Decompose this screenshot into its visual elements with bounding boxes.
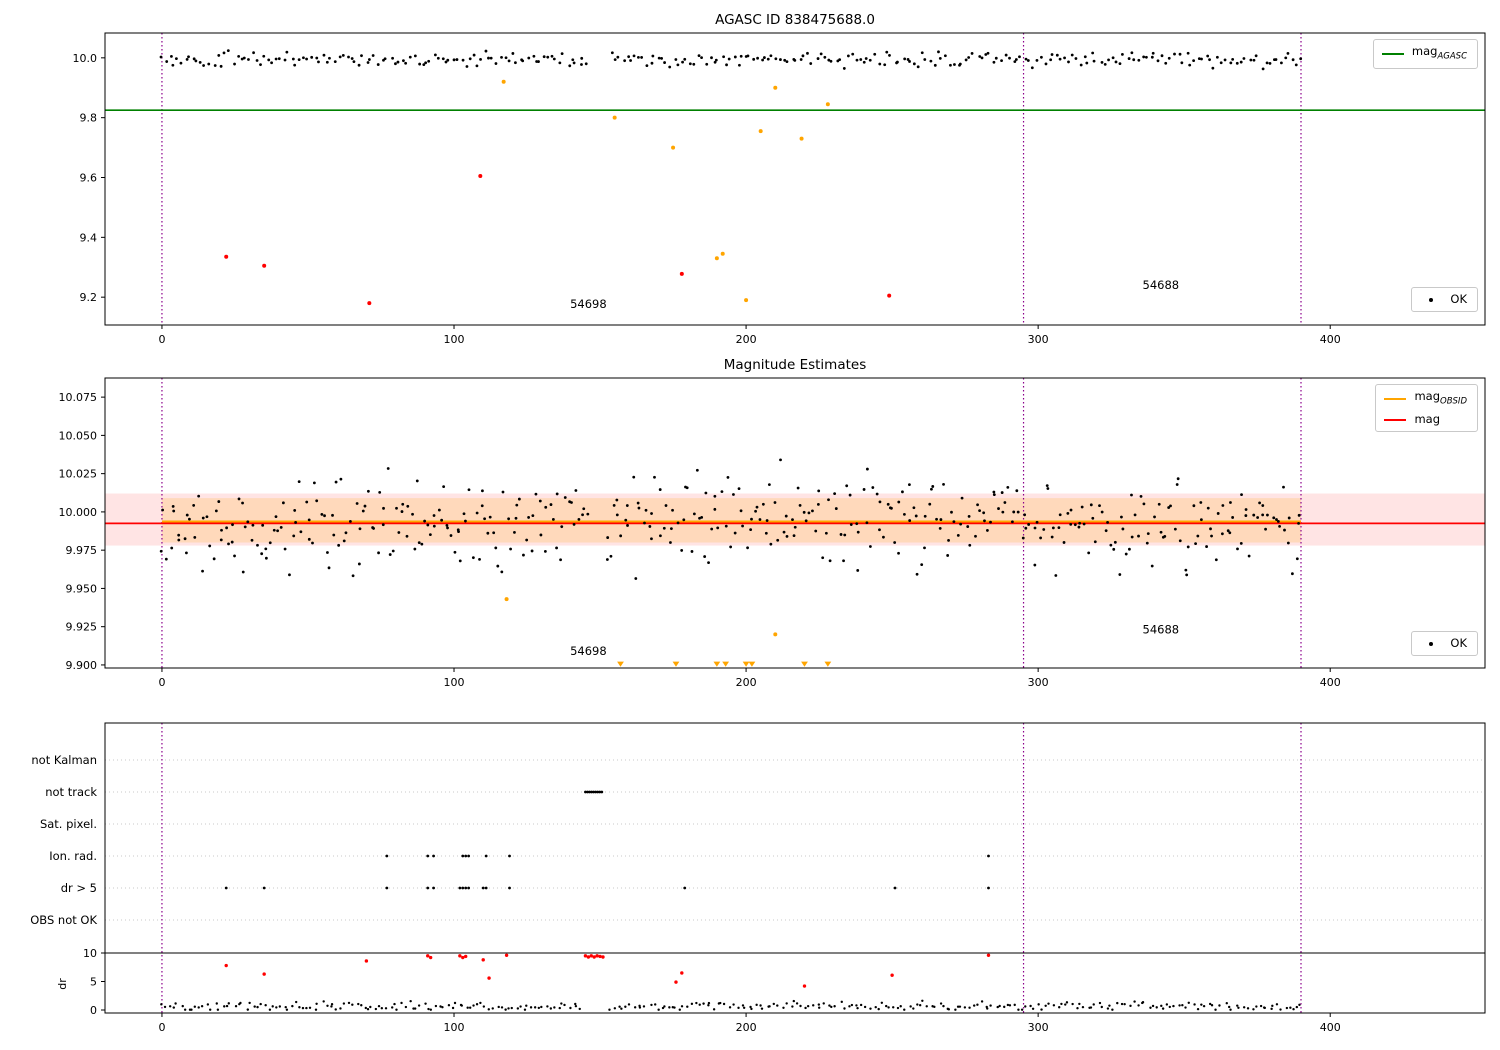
svg-text:54698: 54698	[570, 644, 607, 658]
top-ok-series	[159, 49, 1303, 71]
svg-text:9.975: 9.975	[66, 544, 98, 557]
flag-series	[224, 790, 990, 890]
legend-label-mag: mag	[1414, 412, 1441, 427]
legend-entry-mag: mag	[1384, 413, 1467, 426]
svg-text:dr: dr	[56, 978, 69, 990]
svg-text:10.0: 10.0	[73, 52, 98, 65]
top-plot	[161, 33, 1302, 325]
legend-label-mag-agasc: magAGASC	[1411, 44, 1467, 62]
svg-text:10.025: 10.025	[59, 468, 98, 481]
legend-ok-top: OK	[1411, 287, 1478, 312]
middle-annotations: 54698 54688	[570, 623, 1179, 658]
svg-text:9.900: 9.900	[66, 659, 98, 672]
top-annotations: 54698 54688	[570, 278, 1179, 311]
dr-bad-series	[224, 953, 991, 988]
magnitude-bands	[105, 493, 1485, 546]
clip-triangles	[617, 661, 832, 667]
svg-text:100: 100	[444, 1021, 465, 1034]
svg-text:10.075: 10.075	[59, 391, 98, 404]
flag-gridlines	[105, 759, 1485, 921]
svg-text:100: 100	[444, 333, 465, 346]
orange-line-sample	[1384, 397, 1407, 401]
svg-text:Sat. pixel.: Sat. pixel.	[40, 817, 97, 831]
legend-mag-agasc: magAGASC	[1372, 39, 1478, 70]
svg-text:300: 300	[1028, 333, 1049, 346]
legend-magnitude-estimates: magOBSID mag	[1375, 384, 1478, 433]
svg-text:not track: not track	[45, 785, 97, 799]
svg-text:54688: 54688	[1143, 623, 1180, 637]
svg-text:Ion. rad.: Ion. rad.	[49, 849, 97, 863]
svg-text:100: 100	[444, 676, 465, 689]
svg-text:300: 300	[1028, 676, 1049, 689]
svg-text:10.000: 10.000	[59, 506, 98, 519]
svg-text:300: 300	[1028, 1021, 1049, 1034]
svg-text:9.4: 9.4	[80, 231, 98, 244]
svg-text:0: 0	[158, 676, 165, 689]
bottom-axes: 10 5 0 dr 0 100 200 300 400	[56, 722, 1486, 1034]
ok-dot-sample	[1420, 637, 1442, 650]
svg-text:0: 0	[90, 1004, 97, 1017]
svg-text:9.6: 9.6	[80, 172, 98, 185]
green-line-sample	[1381, 52, 1404, 56]
svg-text:9.925: 9.925	[66, 621, 98, 634]
svg-text:not Kalman: not Kalman	[31, 753, 97, 767]
svg-text:9.8: 9.8	[80, 112, 98, 125]
svg-text:54688: 54688	[1143, 278, 1180, 292]
top-warn-series	[501, 79, 830, 303]
legend-entry-ok: OK	[1420, 637, 1467, 650]
svg-text:400: 400	[1320, 1021, 1341, 1034]
bottom-plot	[161, 723, 1302, 1013]
legend-entry-mag-agasc: magAGASC	[1381, 44, 1467, 63]
svg-text:9.950: 9.950	[66, 582, 98, 595]
red-line-sample	[1384, 418, 1407, 422]
legend-ok-middle: OK	[1411, 631, 1478, 656]
top-bad-series	[224, 174, 892, 306]
svg-text:5: 5	[90, 976, 97, 989]
middle-axes: 0 100 200 300 400 10.075 10.050 10.025 10.000 9.9…	[59, 377, 1486, 689]
flag-labels: not Kalman not track Sat. pixel. Ion. rad. d…	[30, 753, 97, 927]
svg-text:OBS not OK: OBS not OK	[30, 913, 97, 927]
svg-text:200: 200	[736, 676, 757, 689]
svg-text:9.2: 9.2	[80, 291, 98, 304]
middle-plot-title: Magnitude Estimates	[723, 357, 867, 373]
middle-ok-series	[159, 458, 1301, 580]
top-plot-title: AGASC ID 838475688.0	[715, 12, 875, 28]
svg-text:400: 400	[1320, 333, 1341, 346]
legend-entry-ok: OK	[1420, 293, 1467, 306]
svg-text:10: 10	[83, 947, 97, 960]
svg-text:400: 400	[1320, 676, 1341, 689]
svg-text:0: 0	[158, 333, 165, 346]
svg-text:200: 200	[736, 333, 757, 346]
legend-label-mag-obsid: magOBSID	[1414, 389, 1467, 407]
legend-label-ok: OK	[1450, 292, 1467, 306]
svg-text:10.050: 10.050	[59, 429, 98, 442]
legend-entry-mag-obsid: magOBSID	[1384, 390, 1467, 408]
svg-text:dr > 5: dr > 5	[61, 881, 97, 895]
top-axes: 0 100 200 300 400 10.0 9.8 9.6 9.4 9.2	[73, 32, 1486, 346]
svg-text:200: 200	[736, 1021, 757, 1034]
legend-label-ok: OK	[1450, 636, 1467, 650]
middle-warn-series	[504, 597, 778, 637]
ok-dot-sample	[1420, 293, 1442, 306]
dr-ok-series	[160, 999, 1301, 1011]
svg-text:54698: 54698	[570, 297, 607, 311]
svg-text:0: 0	[158, 1021, 165, 1034]
